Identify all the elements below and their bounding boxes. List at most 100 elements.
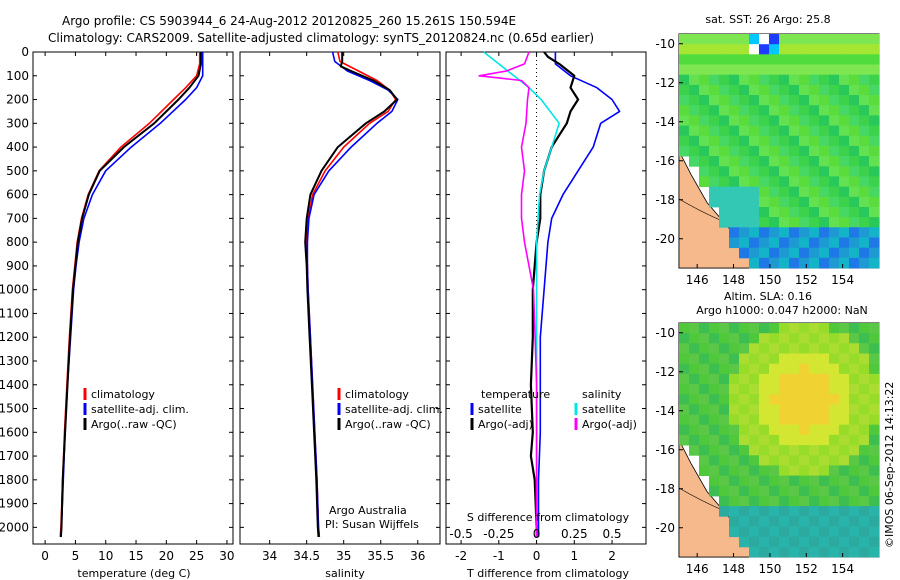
map-cell (729, 207, 740, 218)
map-cell (839, 247, 850, 259)
map-cell (859, 526, 870, 538)
map-cell (729, 196, 740, 208)
map-cell (859, 373, 870, 385)
map-cell (739, 207, 750, 218)
depth-tick-label: 1800 (0, 473, 29, 487)
map-cell (719, 217, 730, 228)
map-cell (799, 363, 810, 375)
map-cell (849, 207, 860, 218)
map-cell (749, 546, 760, 558)
map-cell (689, 145, 700, 157)
map-cell (819, 475, 830, 487)
map-cell (679, 34, 690, 45)
map-cell (749, 54, 760, 65)
map-cell (709, 434, 720, 446)
map-cell (709, 445, 720, 456)
map-cell (689, 125, 700, 137)
map-cell (759, 186, 770, 198)
map-cell (749, 34, 760, 45)
map-cell (859, 506, 870, 517)
map-cell (749, 135, 760, 147)
map-cell (789, 404, 800, 415)
temperature-legend-label: satellite-adj. clim. (91, 403, 189, 416)
map-cell (809, 333, 820, 344)
map-cell (839, 54, 850, 65)
map-cell (779, 125, 790, 137)
map-cell (859, 333, 870, 344)
map-cell (809, 526, 820, 538)
map-cell (809, 95, 820, 106)
map-cell (769, 526, 780, 538)
map-cell (809, 363, 820, 375)
map-cell (679, 333, 690, 344)
map-cell (739, 516, 750, 527)
map-cell (749, 465, 760, 476)
map-cell (779, 536, 790, 548)
map-cell (759, 227, 770, 238)
depth-tick-label: 1600 (0, 425, 29, 439)
map-cell (729, 95, 740, 106)
map-cell (849, 105, 860, 116)
map-cell (769, 455, 780, 466)
map-cell (799, 353, 810, 365)
map-cell (719, 95, 730, 106)
map-cell (689, 343, 700, 354)
map-xtick-label: 148 (722, 273, 745, 287)
map-cell (849, 257, 860, 269)
map-cell (809, 196, 820, 208)
salinity-xtick-label: 36 (410, 549, 425, 563)
map-cell (739, 95, 750, 106)
map-cell (819, 536, 830, 548)
map-cell (679, 115, 690, 126)
map-cell (859, 496, 870, 507)
map-cell (849, 424, 860, 436)
map-cell (749, 516, 760, 527)
map-cell (849, 445, 860, 456)
difference-xtick-label: 1 (570, 549, 578, 563)
map-cell (779, 414, 790, 426)
map-cell (799, 156, 810, 167)
map-cell (799, 485, 810, 497)
map-cell (839, 145, 850, 157)
map-cell (709, 465, 720, 476)
map-cell (849, 373, 860, 385)
map-cell (839, 125, 850, 137)
map-cell (769, 95, 780, 106)
map-cell (839, 496, 850, 507)
map-cell (729, 506, 740, 517)
map-cell (719, 115, 730, 126)
map-cell (789, 186, 800, 198)
map-cell (819, 135, 830, 147)
map-cell (709, 34, 720, 45)
map-cell (719, 445, 730, 456)
map-cell (799, 414, 810, 426)
map-cell (709, 186, 720, 198)
map-cell (689, 394, 700, 405)
map-cell (829, 257, 840, 269)
map-ytick-label: -20 (655, 232, 675, 246)
map-cell (759, 44, 770, 55)
map-cell (869, 237, 880, 249)
map-cell (859, 323, 870, 334)
map-cell (809, 414, 820, 426)
difference-xtick-label: -1 (493, 549, 505, 563)
map-cell (829, 105, 840, 116)
map-cell (789, 485, 800, 497)
map-cell (749, 363, 760, 375)
map-cell (719, 455, 730, 466)
temperature-xtick-label: 20 (159, 549, 174, 563)
map-cell (699, 434, 710, 446)
map-cell (859, 516, 870, 527)
map-cell (849, 506, 860, 517)
map-cell (709, 135, 720, 147)
map-cell (759, 384, 770, 395)
map-cell (679, 384, 690, 395)
map-cell (699, 343, 710, 354)
map-cell (719, 506, 730, 517)
map-ytick-label: -18 (655, 193, 675, 207)
map-cell (829, 516, 840, 527)
map-cell (719, 363, 730, 375)
map-cell (779, 465, 790, 476)
map-cell (709, 64, 720, 76)
map-cell (789, 125, 800, 137)
